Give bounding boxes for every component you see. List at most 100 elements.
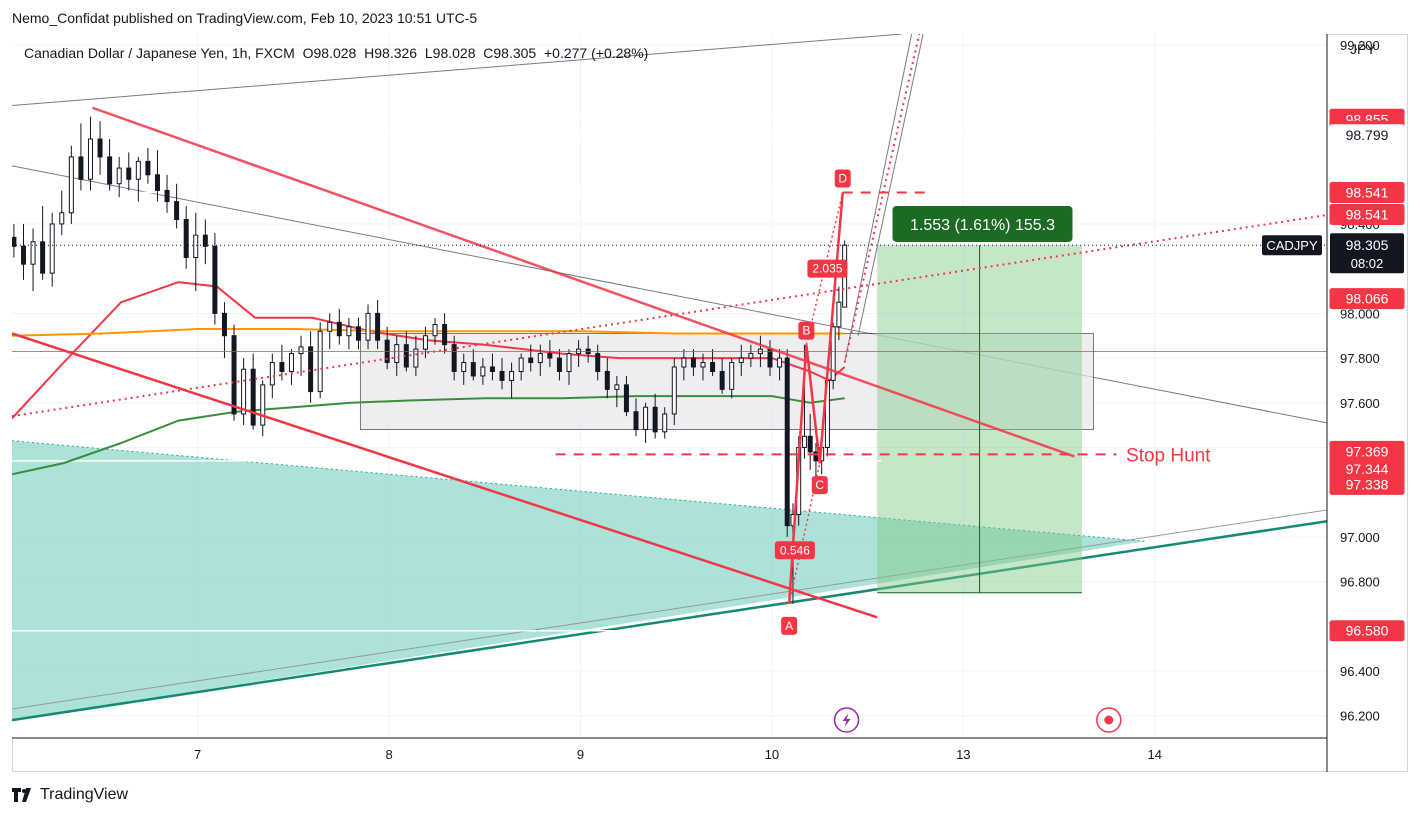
drawings-back <box>12 34 1328 722</box>
candle-body <box>807 435 813 453</box>
price-label: 98.799 <box>1346 127 1389 143</box>
candle-body <box>317 330 323 393</box>
legend-high: 98.326 <box>374 45 418 61</box>
red-channel-lower <box>12 332 878 619</box>
candle-body <box>279 362 285 372</box>
candle-body <box>269 362 275 386</box>
candle-body <box>202 234 208 247</box>
price-label: 97.344 <box>1346 461 1389 477</box>
position-label-badge <box>892 205 1073 242</box>
symbol-label: CADJPY <box>1266 238 1318 253</box>
candle-body <box>12 236 17 247</box>
symbol-badge <box>1262 235 1322 256</box>
candle-body <box>489 366 495 372</box>
price-label-badge <box>1329 620 1405 642</box>
harmonic-point-badge <box>781 616 798 635</box>
time-tick-label: 7 <box>194 747 201 762</box>
price-label: 98.066 <box>1346 291 1389 307</box>
stop-hunt-label: Stop Hunt <box>1126 445 1211 466</box>
price-tick-label: 96.200 <box>1340 709 1380 724</box>
teal-channel-fill <box>12 440 1146 721</box>
time-tick-label: 10 <box>765 747 779 762</box>
candle-body <box>135 160 141 180</box>
price-label-badge <box>1329 203 1405 225</box>
price-label: 97.369 <box>1346 443 1389 459</box>
harmonic-bd-dotted <box>805 192 844 345</box>
candle-body <box>767 348 773 368</box>
price-label-badge <box>1329 124 1405 146</box>
candle-body <box>748 353 754 359</box>
candle-body <box>78 156 84 180</box>
candle-body <box>394 344 400 364</box>
candle-body <box>298 346 304 355</box>
candle-body <box>154 174 160 191</box>
candle-body <box>836 301 842 328</box>
candle-body <box>801 435 807 448</box>
candle-body <box>633 411 639 431</box>
candle-body <box>566 353 572 372</box>
time-tick-label: 9 <box>577 747 584 762</box>
harmonic-point-badge <box>798 321 815 340</box>
candle-body <box>509 370 515 381</box>
candle-body <box>126 167 132 180</box>
candle-body <box>623 384 629 413</box>
candle-body <box>537 353 543 364</box>
legend-low: 98.028 <box>432 45 476 61</box>
candle-body <box>116 167 122 185</box>
candle-body <box>470 362 476 377</box>
candle-body <box>700 362 706 368</box>
grey-mid-trendline <box>12 165 1328 424</box>
candle-body <box>365 312 371 341</box>
harmonic-ratio-badge <box>807 259 848 278</box>
candle-body <box>68 156 74 214</box>
candle-body <box>738 357 744 364</box>
legend-symbol: Canadian Dollar / Japanese Yen, 1h, FXCM <box>24 45 295 61</box>
price-label: 97.338 <box>1346 476 1389 492</box>
candle-body <box>288 353 294 372</box>
tradingview-logo-icon <box>12 788 31 802</box>
legend-open: 98.028 <box>313 45 357 61</box>
candle-body <box>355 326 361 341</box>
candle-body <box>346 326 352 337</box>
candle-body <box>336 321 342 337</box>
price-tick-label: 96.800 <box>1340 575 1380 590</box>
candle-body <box>174 201 180 220</box>
price-chart[interactable]: A B C D 0.546 2.035 Stop Hunt 1.553 (1.61%) 155… <box>12 34 1408 772</box>
red-channel-upper <box>91 106 1075 458</box>
harmonic-point-label: C <box>815 478 824 492</box>
candle-body <box>784 357 790 527</box>
price-axis[interactable]: 99.20098.40098.00097.80097.60097.40097.0… <box>1262 34 1405 772</box>
price-label-badge <box>1329 473 1405 495</box>
last-price-badge <box>1330 233 1404 274</box>
candle-body <box>729 362 735 390</box>
tradingview-brand[interactable]: TradingView <box>12 786 128 804</box>
candle-body <box>480 366 486 377</box>
time-tick-label: 8 <box>385 747 392 762</box>
candle-body <box>451 344 457 372</box>
lightning-glyph-icon <box>842 713 851 727</box>
price-label: 96.580 <box>1346 623 1389 639</box>
candle-body <box>30 241 36 265</box>
candle-body <box>547 353 553 359</box>
legend-change: +0.277 (+0.28%) <box>544 45 649 61</box>
candle-body <box>40 241 46 274</box>
price-tick-label: 97.600 <box>1340 396 1380 411</box>
candle-body <box>20 245 26 265</box>
price-label-badge <box>1329 181 1405 203</box>
candle-body <box>719 370 725 390</box>
price-tick-label: 96.400 <box>1340 664 1380 679</box>
candle-body <box>422 335 428 350</box>
legend-high-label: H <box>364 45 375 61</box>
teal-trendline <box>12 519 1328 722</box>
candle-body <box>250 368 256 426</box>
time-axis[interactable]: 7 8 9 10 13 14 <box>12 737 1327 762</box>
candle-body <box>327 321 333 332</box>
candle-body <box>59 212 65 225</box>
candles <box>12 116 848 604</box>
harmonic-pattern-line <box>787 192 844 604</box>
price-tick-label: 98.000 <box>1340 306 1380 321</box>
candle-body <box>614 384 620 390</box>
candle-body <box>49 223 55 274</box>
ma-line-green <box>12 395 845 476</box>
grey-steep-line-2 <box>857 34 924 336</box>
